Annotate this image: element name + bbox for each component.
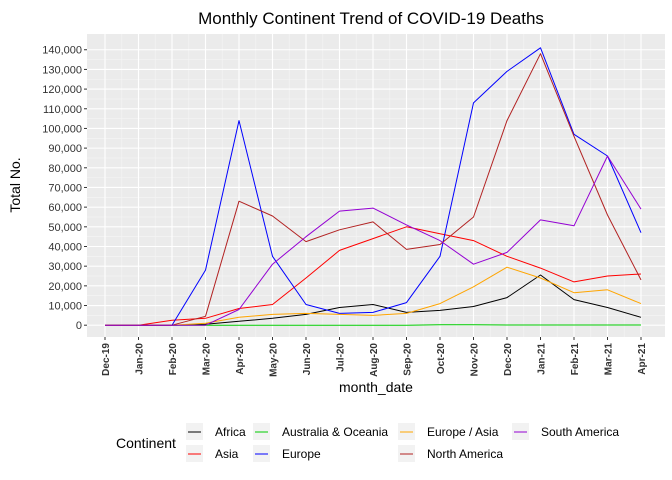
y-tick-label: 140,000: [42, 45, 82, 57]
legend-item-asia: Asia: [186, 445, 239, 462]
legend-label: Africa: [215, 425, 246, 439]
x-tick-label: Jul-20: [336, 343, 347, 372]
series-lines: [105, 47, 642, 326]
x-tick-label: Jan-20: [135, 343, 146, 375]
x-axis-title: month_date: [339, 379, 413, 395]
legend-items: Africa Asia Australia & Oceania Europe Europ…: [186, 423, 619, 462]
x-tick-label: Dec-19: [101, 343, 112, 376]
y-axis-ticks: 0 10,000 20,000 30,000 40,000 50,000 60,000 70,…: [42, 45, 87, 332]
y-tick-label: 0: [76, 320, 82, 332]
x-tick-label: Apr-21: [637, 343, 648, 375]
x-tick-label: Mar-21: [604, 343, 615, 376]
x-tick-label: May-20: [269, 343, 280, 377]
x-tick-label: Sep-20: [403, 343, 414, 376]
y-tick-label: 100,000: [42, 123, 82, 135]
y-tick-label: 30,000: [48, 261, 82, 273]
y-tick-label: 10,000: [48, 301, 82, 313]
y-tick-label: 40,000: [48, 241, 82, 253]
series-line-south-america: [105, 155, 642, 326]
x-tick-label: Oct-20: [436, 343, 447, 375]
chart-title: Monthly Continent Trend of COVID-19 Deat…: [198, 9, 544, 28]
y-tick-label: 130,000: [42, 64, 82, 76]
legend-label: South America: [541, 425, 619, 439]
plot-panel: [87, 34, 665, 337]
legend-item-europe: Europe: [253, 445, 321, 462]
x-tick-label: Aug-20: [369, 343, 380, 377]
y-tick-label: 50,000: [48, 222, 82, 234]
legend-label: Europe: [282, 447, 321, 461]
series-line-north-america: [105, 53, 642, 326]
x-tick-label: Nov-20: [470, 343, 481, 377]
y-tick-label: 120,000: [42, 84, 82, 96]
legend-item-south-america: South America: [512, 423, 619, 440]
y-tick-label: 80,000: [48, 163, 82, 175]
x-tick-label: Jan-21: [537, 343, 548, 375]
y-tick-label: 60,000: [48, 202, 82, 214]
series-line-europe: [105, 47, 642, 326]
y-tick-label: 20,000: [48, 281, 82, 293]
legend-label: Europe / Asia: [427, 425, 499, 439]
x-axis-ticks: Dec-19 Jan-20 Feb-20 Mar-20 Apr-20 May-20 Jun-…: [101, 337, 648, 377]
x-tick-label: Apr-20: [235, 343, 246, 375]
x-tick-label: Dec-20: [503, 343, 514, 376]
legend-item-europe-asia: Europe / Asia: [398, 423, 499, 440]
series-line-europe-asia: [105, 266, 642, 326]
legend-label: Australia & Oceania: [282, 425, 388, 439]
legend-label: Asia: [215, 447, 239, 461]
legend-item-australia-oceania: Australia & Oceania: [253, 423, 388, 440]
y-axis-title: Total No.: [7, 157, 23, 212]
x-tick-label: Jun-20: [302, 343, 313, 376]
x-tick-label: Feb-21: [570, 343, 581, 376]
x-tick-label: Feb-20: [168, 343, 179, 376]
legend-label: North America: [427, 447, 503, 461]
y-tick-label: 70,000: [48, 182, 82, 194]
y-tick-label: 110,000: [43, 104, 82, 116]
y-tick-label: 90,000: [48, 143, 82, 155]
grid-minor: [87, 34, 665, 337]
legend: Continent Africa Asia Australia & Oceania E…: [116, 423, 619, 462]
x-tick-label: Mar-20: [202, 343, 213, 376]
legend-title: Continent: [116, 435, 176, 451]
legend-item-africa: Africa: [186, 423, 246, 440]
legend-item-north-america: North America: [398, 445, 503, 462]
